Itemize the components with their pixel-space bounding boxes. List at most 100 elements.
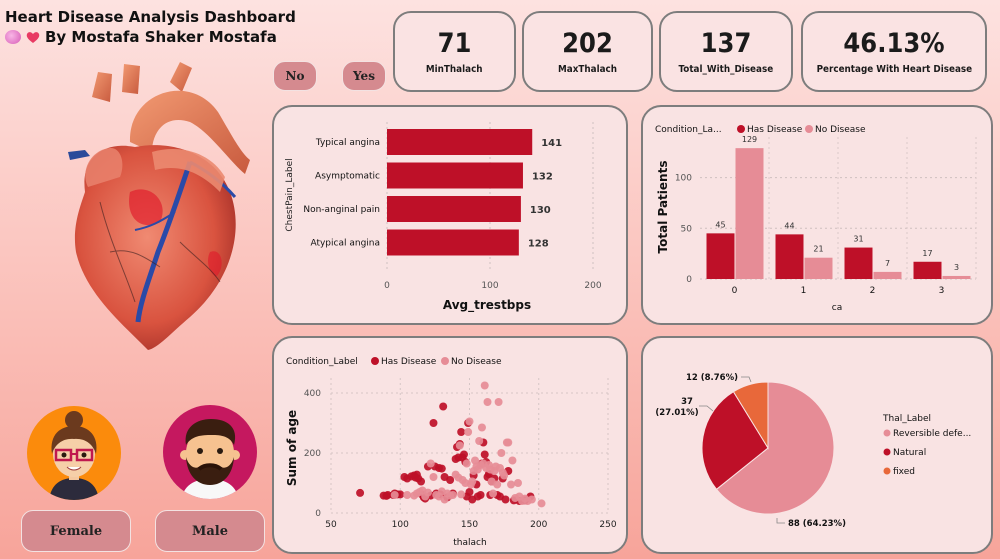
scatter-point	[429, 473, 438, 481]
legend-marker-has-disease	[737, 125, 745, 133]
category-label: Typical angina	[315, 138, 380, 148]
kpi-card-min-thalach: 71 MinThalach	[393, 11, 516, 92]
dashboard-header: Heart Disease Analysis Dashboard By Most…	[5, 6, 296, 46]
legend-marker	[883, 448, 891, 456]
kpi-label: MaxThalach	[557, 64, 618, 75]
scatter-point	[356, 488, 365, 497]
kpi-label: MinThalach	[426, 64, 483, 75]
scatter-point	[448, 491, 457, 499]
author-line: By Mostafa Shaker Mostafa	[5, 28, 296, 46]
leader-line	[741, 376, 752, 383]
data-label: 31	[853, 235, 863, 244]
pie-data-label: 37	[681, 397, 693, 407]
scatter-point	[403, 491, 412, 499]
legend-title: Condition_Label	[286, 357, 358, 367]
scatter-point	[390, 491, 399, 499]
x-tick-label: 100	[392, 520, 409, 530]
column	[706, 233, 735, 279]
scatter-point	[483, 398, 492, 406]
scatter-point	[504, 438, 513, 447]
scatter-point	[537, 499, 546, 508]
kpi-card-max-thalach: 202 MaxThalach	[522, 11, 653, 92]
filter-yes-button[interactable]: Yes	[342, 61, 386, 91]
bar	[387, 229, 519, 256]
data-label: 44	[784, 221, 794, 230]
chestpain-bar-chart: 0 100 200 Typical angina 141 Asymptomatic 132 N…	[272, 105, 628, 325]
x-tick-label: 200	[530, 520, 547, 530]
scatter-point	[437, 464, 446, 473]
scatter-point	[459, 450, 468, 459]
pie-data-label: 12 (8.76%)	[686, 373, 738, 383]
pie-data-label: 88 (64.23%)	[788, 519, 846, 529]
y-axis-title: Total Patients	[656, 161, 670, 254]
scatter-point	[494, 398, 503, 406]
scatter-point	[527, 495, 536, 504]
scatter-point	[462, 459, 471, 468]
kpi-card-total-with-disease: 137 Total_With_Disease	[659, 11, 793, 92]
data-label: 17	[922, 249, 932, 258]
scatter-point	[426, 459, 435, 468]
data-label: 141	[541, 138, 562, 149]
scatter-point	[457, 490, 466, 499]
legend-label: No Disease	[815, 125, 866, 135]
y-tick-label: 200	[304, 449, 321, 459]
column	[735, 148, 764, 279]
filter-male-button[interactable]: Male	[155, 510, 265, 552]
scatter-point	[383, 491, 392, 499]
pie-slice	[715, 381, 835, 515]
scatter-point	[508, 456, 517, 465]
scatter-point	[471, 456, 480, 465]
kpi-value: 202	[562, 28, 613, 59]
heart-icon	[25, 29, 41, 45]
legend-title: Condition_La...	[655, 125, 722, 135]
male-avatar[interactable]	[163, 405, 257, 499]
column	[844, 247, 873, 279]
filter-no-button[interactable]: No	[273, 61, 317, 91]
scatter-point	[429, 419, 438, 427]
scatter-point	[464, 428, 473, 436]
pie-slice	[701, 391, 769, 491]
male-avatar-icon	[180, 419, 240, 499]
data-label: 129	[742, 135, 757, 144]
data-label: 21	[813, 245, 823, 254]
scatter-point	[457, 428, 466, 436]
kpi-card-percentage-disease: 46.13% Percentage With Heart Disease	[801, 11, 987, 92]
pie-data-label: (27.01%)	[655, 408, 698, 418]
female-avatar[interactable]	[27, 406, 121, 500]
column	[775, 234, 804, 279]
bar	[387, 129, 533, 155]
kpi-label: Total_With_Disease	[678, 64, 774, 75]
x-axis-title: thalach	[453, 538, 486, 548]
x-tick-label: 100	[481, 281, 498, 291]
scatter-point	[475, 437, 484, 445]
data-label: 130	[530, 205, 551, 216]
x-tick-label: 0	[384, 281, 390, 291]
data-label: 128	[528, 239, 549, 250]
kpi-value: 46.13%	[843, 28, 945, 59]
legend-title: Thal_Label	[882, 414, 931, 424]
thal-pie-chart: 88 (64.23%) 37 (27.01%) 12 (8.76%) Thal_Labe…	[641, 336, 993, 554]
y-axis-title: Sum of age	[285, 410, 299, 486]
x-tick-label: 50	[325, 520, 337, 530]
category-label: Asymptomatic	[315, 172, 380, 182]
y-tick-label: 400	[304, 389, 321, 399]
female-avatar-icon	[49, 411, 99, 500]
column	[913, 261, 942, 279]
filter-female-button[interactable]: Female	[21, 510, 131, 552]
y-tick-label: 100	[675, 174, 692, 184]
data-label: 7	[885, 259, 890, 268]
leader-line	[776, 518, 785, 524]
x-tick-label: 250	[599, 520, 616, 530]
thal-pie-svg: 88 (64.23%) 37(27.01%) 12 (8.76%) Thal_Labe…	[655, 373, 971, 529]
scatter-point	[507, 480, 516, 489]
x-tick-label: 150	[461, 520, 478, 530]
scatter-point	[423, 488, 432, 497]
legend-marker-no-disease	[805, 125, 813, 133]
chestpain-bar-chart-svg: 0 100 200 Typical angina 141 Asymptomatic 132 N…	[285, 122, 602, 313]
ca-column-chart-svg: Condition_La... Has Disease No Disease 0 50 1…	[655, 125, 977, 313]
ca-column-chart: Condition_La... Has Disease No Disease 0 50 1…	[641, 105, 993, 325]
scatter-point	[477, 423, 486, 432]
legend-marker	[883, 467, 891, 475]
scatter-point	[465, 417, 474, 426]
legend-marker-no-disease	[441, 357, 449, 365]
